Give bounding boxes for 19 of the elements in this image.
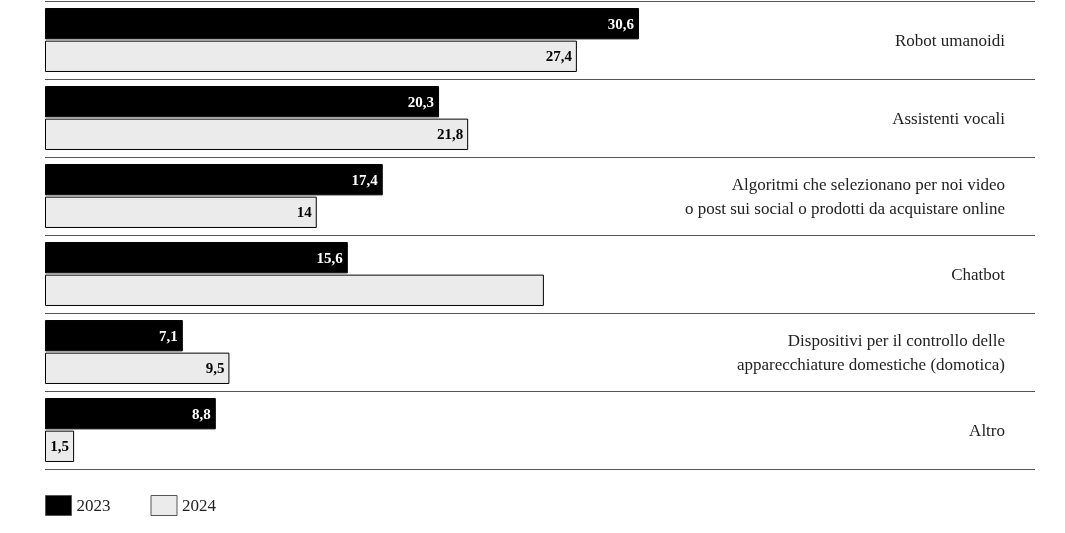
data-label: 1,5 (50, 438, 70, 455)
data-label: 7,1 (159, 327, 178, 344)
data-label: 15,6 (316, 249, 344, 266)
legend-label: 2024 (182, 496, 217, 515)
data-label: 17,4 (351, 171, 379, 188)
y-tick-label: Assistenti vocali (892, 108, 1006, 128)
legend-label: 2023 (76, 496, 111, 515)
data-label: 20,3 (407, 93, 435, 110)
y-tick-label: Dispositivi per il controllo delle apparecchiature domestiche (domotica) (736, 330, 1005, 374)
y-tick-label: Chatbot (951, 264, 1006, 284)
y-tick-label: Algoritmi che selezionano per noi video o post sui social o prodotti da acquistare online (684, 174, 1005, 218)
data-label: 21,8 (436, 126, 464, 143)
data-label: 27,4 (545, 48, 573, 65)
data-label: 30,6 (607, 15, 635, 32)
y-tick-label: Robot umanoidi (894, 30, 1006, 50)
data-label: 14 (296, 204, 313, 221)
y-tick-label: Altro (969, 420, 1005, 440)
data-label: 9,5 (205, 360, 225, 377)
data-label: 8,8 (192, 405, 211, 422)
